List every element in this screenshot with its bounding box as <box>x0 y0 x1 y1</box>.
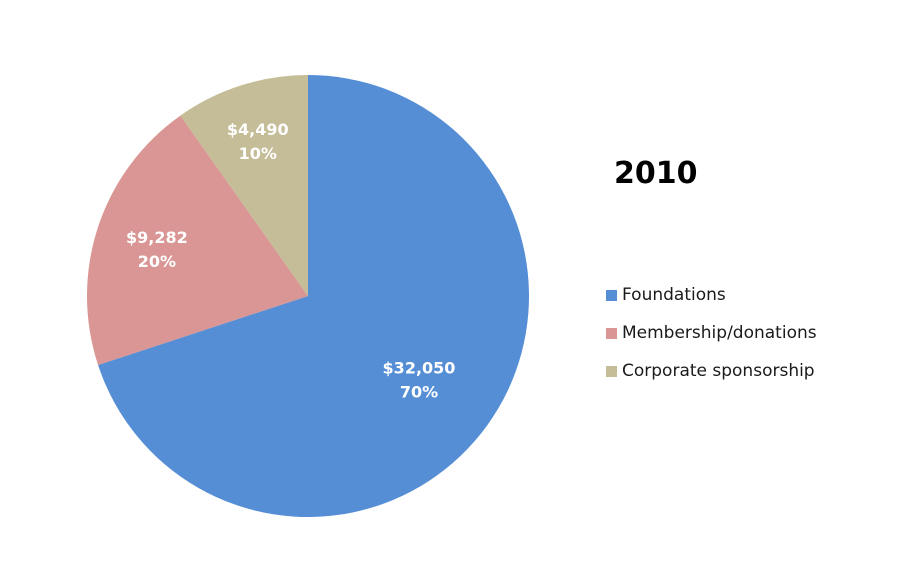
legend-swatch <box>606 327 617 339</box>
legend-item-corporate-sponsorship: Corporate sponsorship <box>606 352 817 390</box>
pie-slice-foundations <box>98 75 530 517</box>
slice-value-label: $4,490 <box>227 120 289 139</box>
chart-title: 2010 <box>614 156 698 191</box>
slice-percent-label: 20% <box>138 252 176 271</box>
slice-percent-label: 70% <box>400 382 438 401</box>
slice-value-label: $9,282 <box>126 228 188 247</box>
slice-percent-label: 10% <box>239 144 277 163</box>
pie-slice-corporate-sponsorship <box>180 75 308 296</box>
legend-swatch <box>606 289 617 301</box>
legend-label: Foundations <box>622 285 726 305</box>
legend-swatch <box>606 365 617 377</box>
legend-label: Membership/donations <box>622 323 817 343</box>
pie-slice-membership-donations <box>86 115 308 366</box>
legend-item-foundations: Foundations <box>606 276 817 314</box>
slice-value-label: $32,050 <box>383 358 456 377</box>
pie-data-labels: $32,050 70% $9,282 20% $4,490 10% <box>126 120 455 401</box>
pie-slices <box>86 75 530 517</box>
legend-label: Corporate sponsorship <box>622 361 815 381</box>
legend-item-membership-donations: Membership/donations <box>606 314 817 352</box>
legend: Foundations Membership/donations Corpora… <box>606 276 817 390</box>
